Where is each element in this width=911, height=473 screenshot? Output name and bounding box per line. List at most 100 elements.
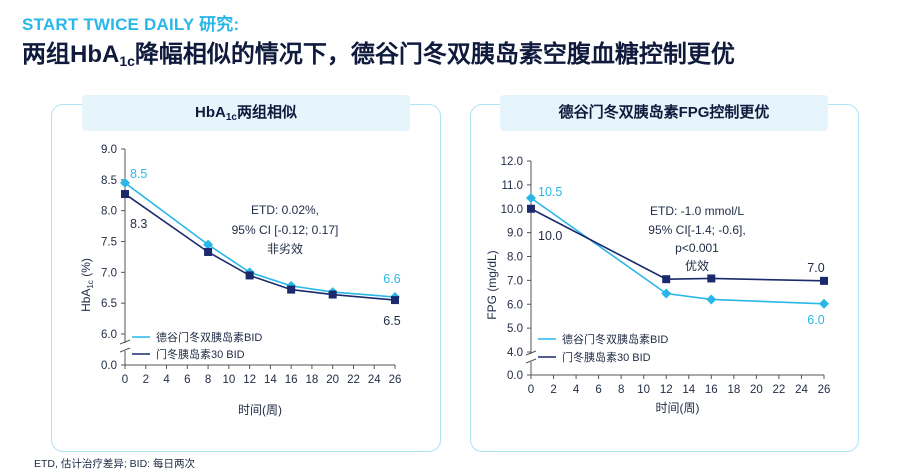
y-axis-label: HbA1c (%) [79,258,95,312]
data-label: 6.5 [383,314,400,328]
x-tick-label: 26 [818,384,831,396]
y-tick-label: 0.0 [101,360,117,372]
y-tick-label: 4.0 [507,347,523,359]
annotation-text: ETD: 0.02%, [251,203,319,217]
x-tick-label: 6 [184,374,190,386]
x-tick-label: 6 [595,384,601,396]
x-tick-label: 18 [727,384,740,396]
x-axis-label: 时间(周) [238,403,282,417]
headline-part: 两组HbA [22,41,120,68]
x-tick-label: 14 [682,384,695,396]
data-point-square [121,190,129,199]
y-tick-label: 7.0 [101,267,117,279]
x-tick-label: 8 [618,384,624,396]
footnote: ETD, 估计治疗差异; BID: 每日两次 [34,458,196,470]
data-point-square [245,271,254,280]
annotation-text: 95% CI [-0.12; 0.17] [232,223,339,237]
axis-break-mark [525,358,537,364]
annotation-text: ETD: -1.0 mmol/L [650,204,744,218]
x-tick-label: 8 [205,374,211,386]
data-point-square [707,274,716,283]
data-point-square [391,296,399,305]
y-tick-label: 6.0 [507,299,523,311]
y-tick-label: 8.0 [101,206,117,218]
x-tick-label: 0 [528,384,534,396]
data-point-diamond [203,239,214,250]
y-tick-label: 12.0 [501,156,523,168]
chart-title-hba1c: HbA1c两组相似 [82,95,410,131]
x-tick-label: 2 [143,374,149,386]
y-tick-label: 8.0 [507,252,523,264]
annotation-text: 非劣效 [267,241,303,256]
chart-title-fpg: 德谷门冬双胰岛素FPG控制更优 [500,95,828,131]
chart-title-part: HbA [195,104,226,121]
data-point-diamond [526,193,536,204]
data-label: 10.0 [538,229,562,243]
y-tick-label: 8.5 [101,175,117,187]
data-point-square [204,247,213,256]
x-tick-label: 10 [637,384,650,396]
data-point-diamond [819,298,829,309]
x-tick-label: 24 [368,374,381,386]
x-tick-label: 24 [795,384,808,396]
legend-label: 门冬胰岛素30 BID [156,347,245,361]
x-tick-label: 22 [347,374,360,386]
data-point-square [328,290,337,299]
data-point-square [662,275,671,284]
data-point-diamond [120,177,130,188]
data-point-square [287,285,296,294]
x-axis-label: 时间(周) [656,401,700,415]
data-label: 6.6 [383,272,400,286]
chart-title-subscript: 1c [225,112,237,123]
x-tick-label: 10 [222,374,235,386]
x-tick-label: 4 [573,384,580,396]
eyebrow-study-name: START TWICE DAILY 研究: [22,15,240,34]
data-label: 6.0 [807,313,824,327]
x-tick-label: 18 [306,374,319,386]
chart-title-part: 两组相似 [236,104,297,121]
data-label: 8.5 [130,167,147,181]
x-tick-label: 20 [750,384,763,396]
x-tick-label: 2 [550,384,556,396]
y-tick-label: 6.0 [101,329,117,341]
x-tick-label: 12 [660,384,673,396]
x-tick-label: 0 [122,374,128,386]
headline-subscript: 1c [119,53,135,69]
headline-part: 降幅相似的情况下，德谷门冬双胰岛素空腹血糖控制更优 [134,41,735,68]
data-point-diamond [661,288,672,299]
axis-break-mark [119,339,131,345]
data-label: 10.5 [538,185,562,199]
y-tick-label: 9.0 [507,228,523,240]
axis-break-mark [119,347,131,353]
x-tick-label: 26 [389,374,402,386]
data-point-diamond [706,294,717,305]
legend-label: 德谷门冬双胰岛素BID [562,332,668,346]
annotation-text: 95% CI[-1.4; -0.6], [648,223,745,237]
x-tick-label: 4 [163,374,170,386]
series-line-1 [124,193,396,301]
data-label: 8.3 [130,217,147,231]
series-line-0 [530,197,825,305]
y-tick-label: 11.0 [501,180,523,192]
x-tick-label: 12 [243,374,256,386]
axis-break-mark [525,350,537,356]
y-tick-label: 9.0 [101,144,117,156]
y-tick-label: 7.5 [101,237,117,249]
series-line-0 [124,182,396,298]
data-point-square [527,204,535,213]
legend-label: 门冬胰岛素30 BID [562,350,651,364]
y-tick-label: 7.0 [507,275,523,287]
x-tick-label: 16 [285,374,298,386]
x-tick-label: 16 [705,384,718,396]
x-tick-label: 20 [326,374,339,386]
x-tick-label: 14 [264,374,277,386]
series-line-1 [530,208,825,282]
annotation-text: 优效 [685,258,709,273]
y-axis-label: FPG (mg/dL) [485,250,499,319]
y-tick-label: 0.0 [507,370,523,382]
y-tick-label: 10.0 [501,204,523,216]
y-tick-label: 5.0 [507,323,523,335]
legend-label: 德谷门冬双胰岛素BID [156,330,262,344]
x-tick-label: 22 [773,384,786,396]
